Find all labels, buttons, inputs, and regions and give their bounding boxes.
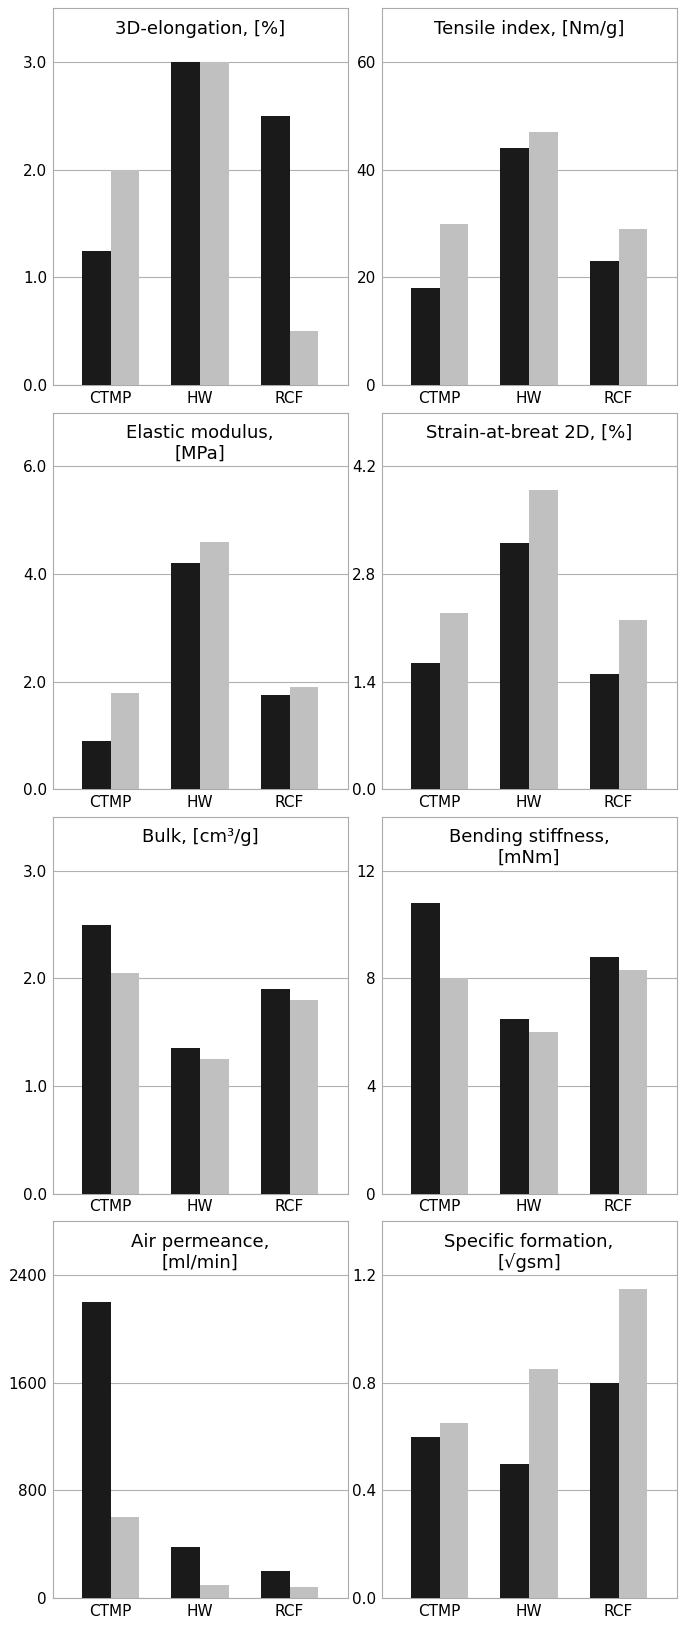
Bar bbox=[200, 62, 229, 386]
Text: Tensile index, [Nm/g]: Tensile index, [Nm/g] bbox=[434, 20, 624, 37]
Bar bbox=[171, 62, 200, 386]
Bar bbox=[501, 148, 529, 386]
Bar bbox=[290, 1588, 318, 1598]
Text: Air permeance,
[ml/min]: Air permeance, [ml/min] bbox=[131, 1233, 269, 1271]
Text: Bulk, [cm³/g]: Bulk, [cm³/g] bbox=[142, 828, 258, 846]
Bar bbox=[590, 957, 619, 1194]
Bar bbox=[501, 1464, 529, 1598]
Text: 3D-elongation, [%]: 3D-elongation, [%] bbox=[115, 20, 285, 37]
Text: Elastic modulus,
[MPa]: Elastic modulus, [MPa] bbox=[126, 425, 274, 462]
Bar bbox=[82, 740, 111, 789]
Bar bbox=[290, 687, 318, 789]
Bar bbox=[82, 251, 111, 386]
Bar bbox=[82, 1302, 111, 1598]
Bar bbox=[501, 1019, 529, 1194]
Bar bbox=[529, 490, 558, 789]
Bar bbox=[111, 1518, 139, 1598]
Bar bbox=[111, 169, 139, 386]
Bar bbox=[440, 978, 469, 1194]
Bar bbox=[590, 674, 619, 789]
Bar bbox=[529, 132, 558, 386]
Bar bbox=[261, 695, 290, 789]
Bar bbox=[290, 332, 318, 386]
Bar bbox=[171, 1048, 200, 1194]
Bar bbox=[590, 262, 619, 386]
Bar bbox=[411, 662, 440, 789]
Bar bbox=[529, 1032, 558, 1194]
Bar bbox=[440, 613, 469, 789]
Bar bbox=[171, 1547, 200, 1598]
Bar bbox=[440, 223, 469, 386]
Bar bbox=[200, 1585, 229, 1598]
Bar bbox=[200, 1059, 229, 1194]
Text: Strain-at-breat 2D, [%]: Strain-at-breat 2D, [%] bbox=[426, 425, 632, 443]
Bar bbox=[261, 989, 290, 1194]
Bar bbox=[501, 543, 529, 789]
Bar bbox=[619, 620, 647, 789]
Bar bbox=[82, 924, 111, 1194]
Bar bbox=[619, 1289, 647, 1598]
Bar bbox=[290, 1001, 318, 1194]
Bar bbox=[529, 1370, 558, 1598]
Bar bbox=[411, 1437, 440, 1598]
Bar bbox=[619, 229, 647, 386]
Bar bbox=[171, 563, 200, 789]
Bar bbox=[200, 542, 229, 789]
Bar bbox=[411, 903, 440, 1194]
Bar bbox=[619, 970, 647, 1194]
Bar bbox=[261, 116, 290, 386]
Bar bbox=[261, 1572, 290, 1598]
Bar bbox=[411, 288, 440, 386]
Text: Specific formation,
[√gsm]: Specific formation, [√gsm] bbox=[445, 1233, 614, 1272]
Bar bbox=[440, 1424, 469, 1598]
Bar bbox=[590, 1383, 619, 1598]
Text: Bending stiffness,
[mNm]: Bending stiffness, [mNm] bbox=[449, 828, 610, 867]
Bar bbox=[111, 693, 139, 789]
Bar bbox=[111, 973, 139, 1194]
